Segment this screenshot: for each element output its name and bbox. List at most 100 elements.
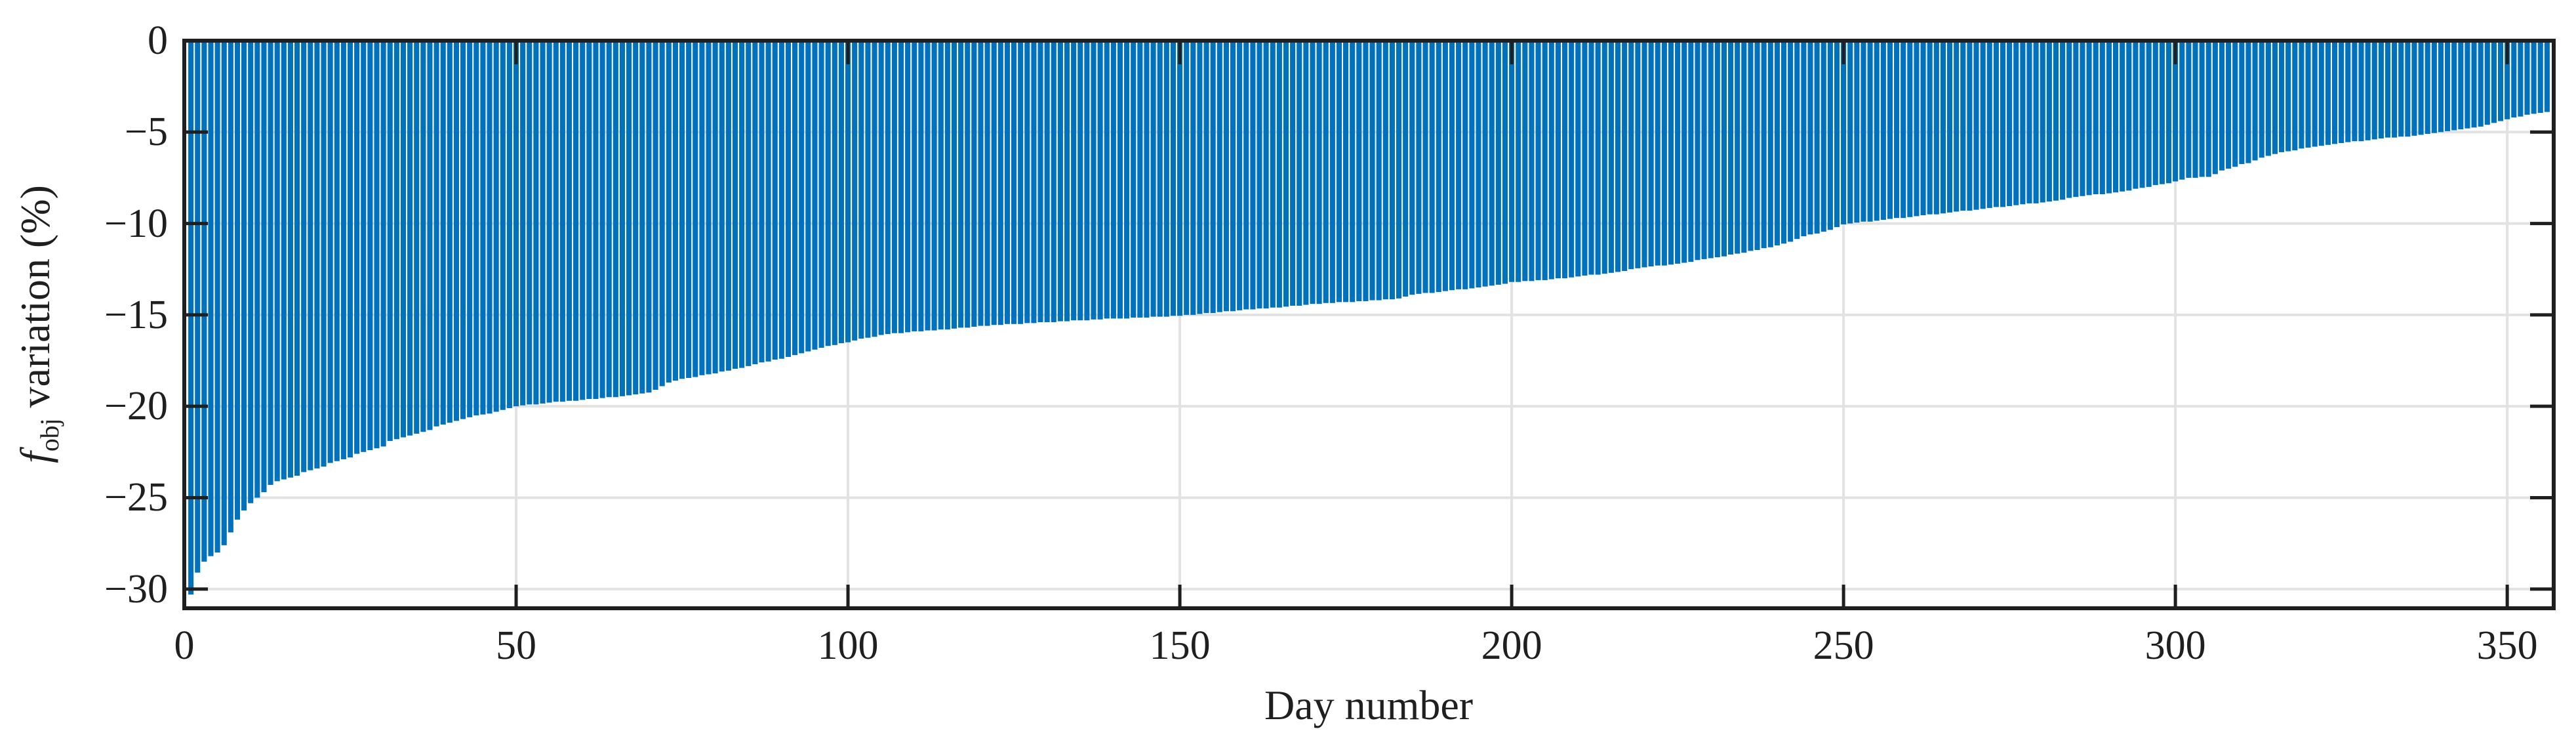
bar [440,41,446,425]
y-axis-title-f: f [12,451,59,463]
bar [1595,41,1601,275]
bar [805,41,811,352]
bar [261,41,267,493]
bar [1854,41,1860,223]
bar [427,41,433,430]
bar [599,41,605,398]
bar [759,41,765,363]
bar [891,41,897,333]
bar [1051,41,1057,323]
bar [1516,41,1521,282]
bar [2033,41,2039,203]
bar [374,41,380,449]
bar [2511,41,2517,118]
bar [2265,41,2271,156]
bar [1575,41,1581,277]
bar [367,41,373,451]
bar [918,41,924,331]
bar [2411,41,2417,136]
bar [2226,41,2232,169]
bar [1728,41,1734,255]
bar [1701,41,1707,259]
bar [1257,41,1262,309]
bar [1522,41,1528,281]
bar [2458,41,2464,130]
bar [679,41,685,379]
bar [1416,41,1422,294]
bar [414,41,420,434]
bar [1190,41,1196,315]
y-tick-label: −25 [104,475,168,520]
bar [1097,41,1103,320]
bar [1946,41,1953,213]
bar [825,41,831,346]
bar [1163,41,1169,317]
bar [1323,41,1329,303]
bar [2259,41,2264,158]
bar [1920,41,1926,216]
bar [1861,41,1866,222]
bar [2192,41,2198,178]
bar [1363,41,1369,301]
bar [1940,41,1946,214]
bar [1695,41,1701,260]
y-tick-label: −20 [104,384,168,429]
bar [334,41,340,461]
bar [1389,41,1395,300]
bar [971,41,977,327]
bar [1117,41,1123,319]
bar [580,41,586,400]
bar [520,41,526,406]
bar [1403,41,1409,297]
bar [1741,41,1747,253]
bar [1382,41,1388,300]
bar [2385,41,2391,138]
bar [1150,41,1156,317]
bar [1761,41,1767,249]
bar [1210,41,1216,314]
bar [1907,41,1913,217]
bar [433,41,439,427]
bar [1827,41,1833,230]
bar [1011,41,1017,324]
bar [1456,41,1462,289]
bar [1131,41,1137,318]
bar [1270,41,1276,308]
bar [898,41,904,333]
bar [1735,41,1741,254]
bar [274,41,280,482]
bar [208,41,214,556]
x-axis-title-text: Day number [1264,682,1474,728]
bar [241,41,247,510]
bar [1157,41,1163,317]
bar [281,41,287,480]
bar [2431,41,2437,133]
bar [2040,41,2045,203]
axes-box [182,39,2556,610]
y-axis-title-subscript: obj [35,418,64,452]
bar [546,41,552,403]
bar [1954,41,1960,212]
bar [1967,41,1973,211]
bar [1071,41,1077,321]
bar [1177,41,1183,316]
bar [799,41,805,354]
bar [387,41,393,442]
bar [195,41,201,573]
bar [2524,41,2530,115]
bar [2007,41,2013,207]
bar [925,41,931,331]
bar [1091,41,1097,320]
bar [958,41,964,328]
bar [1754,41,1760,250]
bar [1986,41,1992,208]
y-tick-label: 0 [148,18,168,63]
bar [2000,41,2006,207]
bar [2478,41,2484,127]
bar [2139,41,2145,188]
bar [2518,41,2524,117]
bar [1084,41,1090,321]
bar [506,41,512,408]
bar [818,41,824,348]
bar [2465,41,2470,129]
